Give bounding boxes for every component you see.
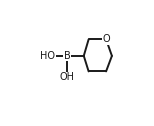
- Text: O: O: [102, 34, 110, 44]
- Text: B: B: [64, 51, 71, 61]
- Text: HO: HO: [40, 51, 55, 61]
- Text: OH: OH: [60, 72, 75, 82]
